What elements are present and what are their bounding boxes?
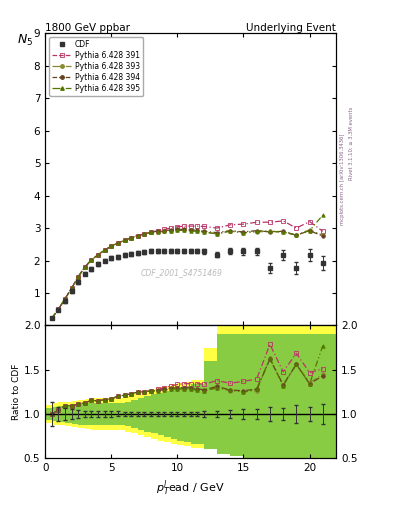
X-axis label: $p_{T}^{l}$ead / GeV: $p_{T}^{l}$ead / GeV [156, 479, 225, 498]
Legend: CDF, Pythia 6.428 391, Pythia 6.428 393, Pythia 6.428 394, Pythia 6.428 395: CDF, Pythia 6.428 391, Pythia 6.428 393,… [49, 37, 143, 96]
Text: CDF_2001_S4751469: CDF_2001_S4751469 [141, 268, 223, 278]
Y-axis label: Ratio to CDF: Ratio to CDF [12, 364, 21, 420]
Y-axis label: $N_5$: $N_5$ [17, 33, 33, 48]
Text: mcplots.cern.ch [arXiv:1306.3436]: mcplots.cern.ch [arXiv:1306.3436] [340, 134, 345, 225]
Text: 1800 GeV ppbar: 1800 GeV ppbar [45, 23, 130, 32]
Text: Underlying Event: Underlying Event [246, 23, 336, 32]
Text: Rivet 3.1.10; ≥ 3.3M events: Rivet 3.1.10; ≥ 3.3M events [349, 106, 354, 180]
